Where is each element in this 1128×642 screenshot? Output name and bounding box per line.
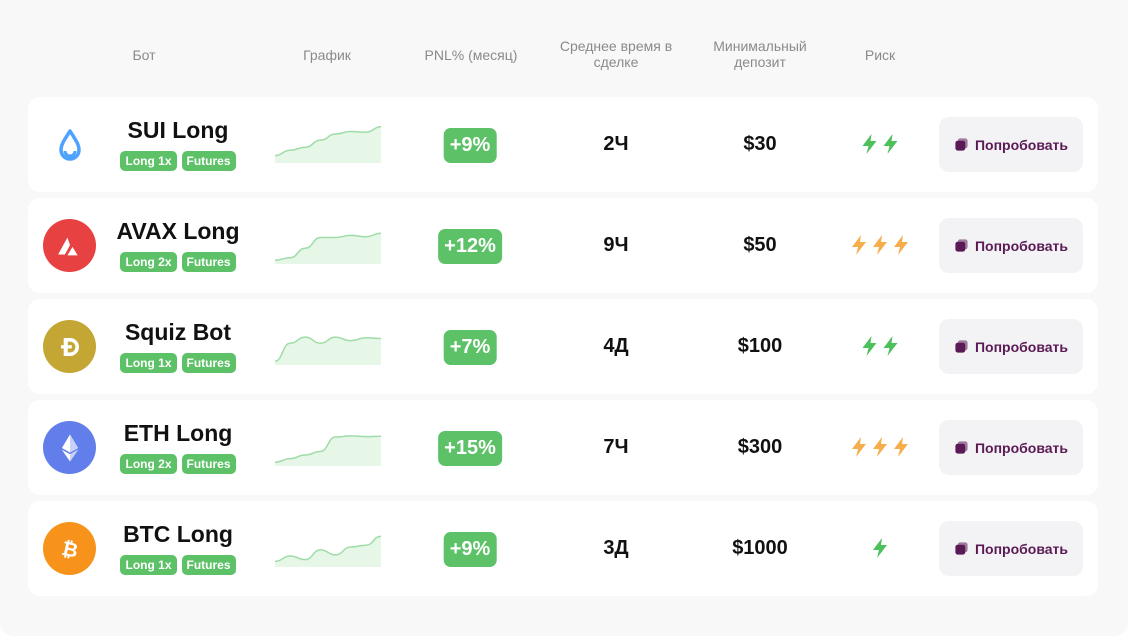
risk-indicator [860,133,901,155]
min-deposit: $30 [743,133,777,155]
bot-tag: Long 2x [120,252,177,272]
bot-tag: Long 1x [120,353,177,373]
pnl-sparkline [275,535,381,567]
table-header: Бот График PNL% (месяц) Среднее время в … [0,38,1128,78]
pnl-badge: +12% [438,229,502,264]
try-button[interactable]: Попробовать [939,319,1083,374]
risk-indicator [849,436,911,458]
lightning-icon [881,133,901,155]
dogecoin-icon [43,320,96,373]
avg-trade-time: 2Ч [603,133,629,155]
try-button-label: Попробовать [974,540,1069,557]
try-button-label: Попробовать [974,439,1069,456]
pnl-sparkline [275,336,381,365]
bot-tag: Futures [181,252,236,272]
header-bot: Бот [132,47,156,63]
min-deposit: $50 [743,234,777,256]
min-deposit: $300 [737,436,783,458]
cube-icon [954,137,969,152]
avax-icon [43,219,96,272]
bot-name: AVAX Long [116,218,240,244]
bot-tags: Long 1x Futures [108,151,248,171]
lightning-icon [891,436,911,458]
bot-tags: Long 2x Futures [108,252,248,272]
try-button-label: Попробовать [974,338,1069,355]
bot-tag: Futures [181,151,236,171]
bot-tags: Long 1x Futures [108,555,248,575]
lightning-icon [881,335,901,357]
try-button-label: Попробовать [974,237,1069,254]
avg-trade-time: 3Д [603,537,629,559]
header-chart: График [303,47,351,63]
bot-row: Squiz Bot Long 1x Futures +7% 4Д $100 Попробов… [28,299,1098,394]
lightning-icon [870,234,890,256]
try-button[interactable]: Попробовать [939,420,1083,475]
pnl-sparkline [275,435,381,466]
header-avg-time: Среднее время в сделке [559,38,673,70]
bot-name: BTC Long [123,521,233,547]
lightning-icon [860,335,880,357]
bot-name: ETH Long [123,420,233,446]
bot-tag: Long 2x [120,454,177,474]
bot-tag: Long 1x [120,151,177,171]
lightning-icon [860,133,880,155]
bot-tag: Futures [181,353,236,373]
lightning-icon [849,436,869,458]
lightning-icon [891,234,911,256]
bot-row: ₿ BTC Long Long 1x Futures +9% 3Д $1000 Попробо… [28,501,1098,596]
cube-icon [954,541,969,556]
min-deposit: $1000 [732,537,788,559]
bot-tags: Long 2x Futures [108,454,248,474]
lightning-icon [870,436,890,458]
pnl-badge: +7% [443,330,497,365]
risk-indicator [849,234,911,256]
try-button[interactable]: Попробовать [939,117,1083,172]
svg-text:₿: ₿ [59,536,80,562]
bot-tag: Futures [181,454,236,474]
bot-row: SUI Long Long 1x Futures +9% 2Ч $30 Попробоват… [28,97,1098,192]
pnl-badge: +9% [443,532,497,567]
bot-tags: Long 1x Futures [108,353,248,373]
try-button-label: Попробовать [974,136,1069,153]
bot-tag: Futures [181,555,236,575]
risk-indicator [860,335,901,357]
try-button[interactable]: Попробовать [939,521,1083,576]
pnl-badge: +15% [438,431,502,466]
avg-trade-time: 7Ч [603,436,629,458]
sui-droplet-icon [43,118,96,171]
risk-indicator [870,537,890,559]
avg-trade-time: 4Д [603,335,629,357]
pnl-sparkline [275,232,381,264]
cube-icon [954,440,969,455]
cube-icon [954,238,969,253]
header-min-deposit: Минимальный депозит [713,38,807,70]
ethereum-icon [43,421,96,474]
bot-row: ETH Long Long 2x Futures +15% 7Ч $300 Попробов… [28,400,1098,495]
cube-icon [954,339,969,354]
pnl-sparkline [275,126,381,163]
header-risk: Риск [864,47,896,63]
header-pnl: PNL% (месяц) [424,47,518,63]
lightning-icon [870,537,890,559]
avg-trade-time: 9Ч [603,234,629,256]
bot-name: SUI Long [127,117,229,143]
try-button[interactable]: Попробовать [939,218,1083,273]
pnl-badge: +9% [443,128,497,163]
bot-row: AVAX Long Long 2x Futures +12% 9Ч $50 Попробов… [28,198,1098,293]
bitcoin-icon: ₿ [43,522,96,575]
bot-tag: Long 1x [120,555,177,575]
min-deposit: $100 [737,335,783,357]
bot-name: Squiz Bot [124,319,232,345]
lightning-icon [849,234,869,256]
